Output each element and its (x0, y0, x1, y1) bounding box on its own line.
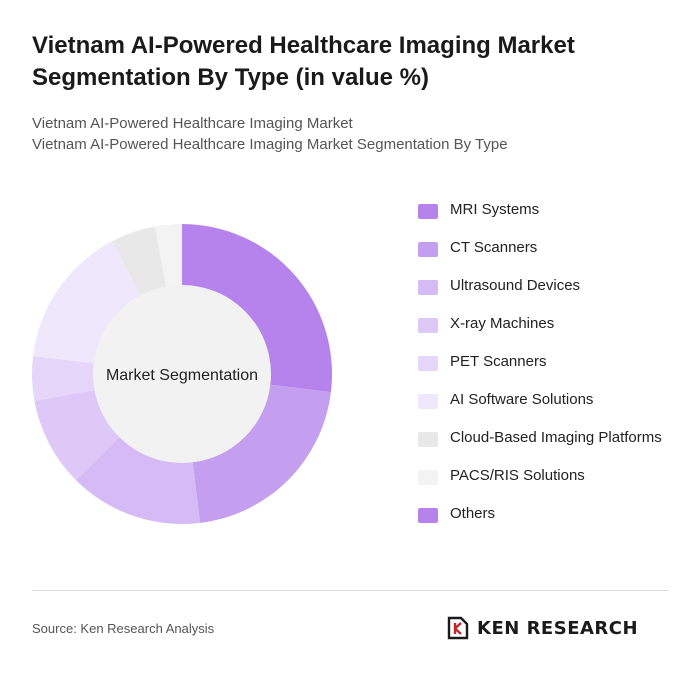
legend-swatch (418, 204, 438, 219)
legend-label: X-ray Machines (450, 315, 555, 332)
legend-label: Cloud-Based Imaging Platforms (450, 429, 662, 446)
legend-swatch (418, 280, 438, 295)
legend-swatch (418, 356, 438, 371)
legend-label: Others (450, 505, 496, 522)
ken-research-logo-icon (447, 616, 469, 640)
legend-swatch (418, 242, 438, 257)
legend-item: Others (418, 502, 678, 525)
source-note: Source: Ken Research Analysis (32, 621, 215, 636)
subtitle-line-2: Vietnam AI-Powered Healthcare Imaging Ma… (32, 136, 508, 153)
legend-item: AI Software Solutions (418, 388, 678, 411)
chart-subtitle: Vietnam AI-Powered Healthcare Imaging Ma… (32, 113, 672, 155)
brand-logo: KEN RESEARCH (447, 615, 638, 641)
legend-item: Cloud-Based Imaging Platforms (418, 426, 678, 449)
footer-divider (32, 590, 668, 591)
legend-swatch (418, 432, 438, 447)
subtitle-line-1: Vietnam AI-Powered Healthcare Imaging Ma… (32, 115, 353, 132)
legend-item: PET Scanners (418, 350, 678, 373)
legend-swatch (418, 508, 438, 523)
legend-label: CT Scanners (450, 239, 538, 256)
chart-legend: MRI Systems CT Scanners Ultrasound Devices… (418, 198, 678, 525)
legend-label: Ultrasound Devices (450, 277, 581, 294)
legend-item: PACS/RIS Solutions (418, 464, 678, 487)
legend-swatch (418, 318, 438, 333)
legend-swatch (418, 394, 438, 409)
legend-item: Ultrasound Devices (418, 274, 678, 297)
legend-item: X-ray Machines (418, 312, 678, 335)
donut-hole (93, 285, 271, 463)
legend-item: MRI Systems (418, 198, 678, 221)
legend-label: PET Scanners (450, 353, 547, 370)
donut-chart: Market Segmentation (32, 224, 332, 524)
legend-label: PACS/RIS Solutions (450, 467, 585, 484)
legend-label: MRI Systems (450, 201, 540, 218)
legend-swatch (418, 470, 438, 485)
brand-name: KEN RESEARCH (477, 617, 639, 639)
chart-title: Vietnam AI-Powered Healthcare Imaging Ma… (32, 32, 575, 91)
legend-item: CT Scanners (418, 236, 678, 259)
legend-label: AI Software Solutions (450, 391, 594, 408)
donut-center-label: Market Segmentation (106, 367, 258, 384)
